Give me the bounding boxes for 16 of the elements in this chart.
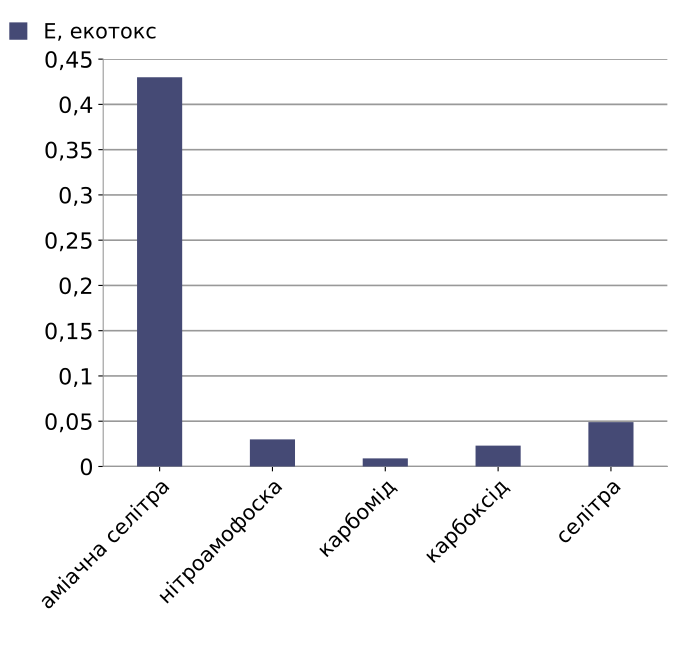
- y-tick-label: 0,3: [60, 186, 92, 206]
- bar: [588, 422, 634, 466]
- y-tick-label: 0,4: [60, 96, 92, 116]
- y-tick-label: 0: [80, 458, 92, 476]
- y-tick-label: 0,2: [60, 277, 92, 296]
- bar: [362, 458, 408, 466]
- bar: [250, 439, 296, 466]
- y-tick-label: 0,1: [60, 368, 92, 387]
- y-tick-label: 0,05: [45, 413, 92, 432]
- y-tick-label: 0,25: [45, 232, 92, 252]
- bar: [476, 446, 521, 466]
- bar: [137, 77, 182, 466]
- y-tick-label: 0,35: [45, 142, 92, 161]
- y-tick-label: 0,15: [45, 322, 92, 342]
- legend-label: Е, екотокс: [45, 23, 156, 41]
- y-tick-label: 0,45: [45, 51, 92, 70]
